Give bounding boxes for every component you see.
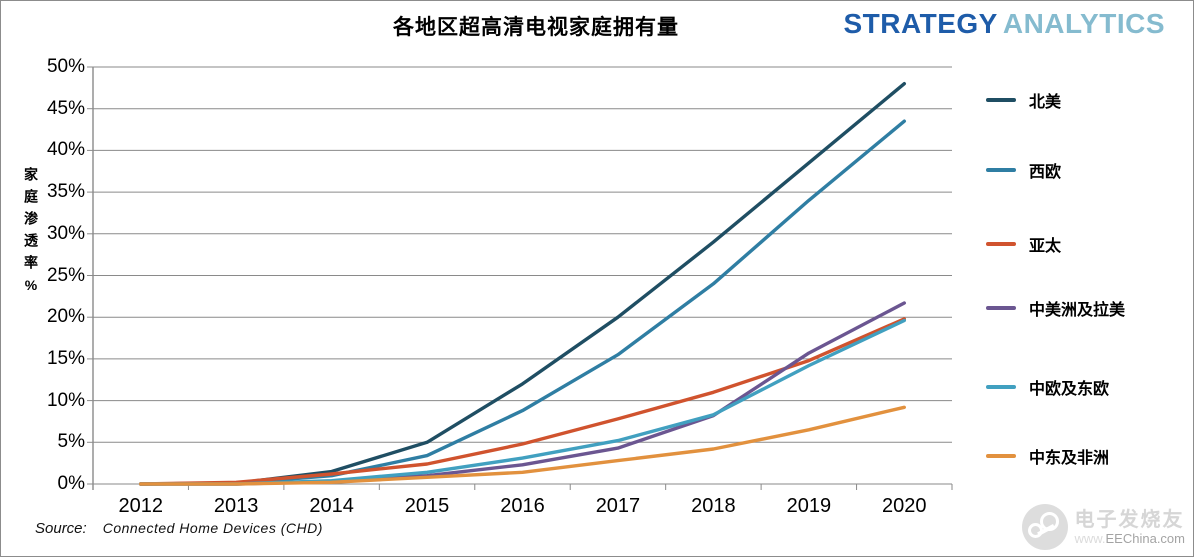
x-tick-label: 2020 (882, 495, 927, 517)
legend-swatch (986, 98, 1016, 102)
legend-label: 西欧 (1029, 164, 1062, 181)
source-row: Source: Connected Home Devices (CHD) (35, 520, 323, 537)
source-label: Source: (35, 520, 87, 537)
legend-item-3: 中美洲及拉美 (986, 296, 1125, 320)
legend-item-4: 中欧及东欧 (986, 375, 1109, 399)
x-tick-label: 2017 (595, 495, 641, 517)
legend-swatch (986, 385, 1016, 389)
legend-swatch (986, 168, 1016, 172)
y-tick-label: 35% (46, 181, 85, 203)
y-tick-label: 5% (57, 431, 85, 453)
series-line-0 (138, 81, 906, 486)
eechina-circuit-icon (1022, 504, 1069, 550)
watermark-url-text: www.EEChina.com (1074, 530, 1185, 546)
logo-text-strategy: STRATEGY (843, 8, 998, 39)
legend-label: 中东及非洲 (1029, 450, 1110, 467)
legend-item-2: 亚太 (986, 232, 1061, 256)
x-tick-label: 2019 (786, 495, 832, 517)
x-tick-label: 2013 (213, 495, 259, 517)
logo-text-analytics: ANALYTICS (1002, 8, 1165, 39)
chart-title: 各地区超高清电视家庭拥有量 (393, 16, 679, 39)
y-tick-label: 25% (46, 264, 85, 286)
legend-label: 中欧及东欧 (1029, 381, 1110, 398)
series-line-5 (138, 405, 906, 486)
y-tick-label: 50% (46, 56, 85, 77)
legend-label: 中美洲及拉美 (1029, 302, 1126, 319)
x-tick-label: 2012 (118, 495, 163, 517)
series-line-4 (138, 318, 906, 486)
legend-item-1: 西欧 (986, 158, 1061, 182)
y-tick-label: 0% (57, 473, 85, 494)
legend-swatch (986, 306, 1016, 310)
y-tick-label: 10% (46, 389, 85, 411)
source-text: Connected Home Devices (CHD) (102, 520, 323, 536)
eechina-watermark: 电子发烧友 www.EEChina.com (1022, 504, 1185, 550)
y-tick-label: 40% (46, 139, 85, 161)
y-axis-title: 家庭渗透率% (23, 167, 39, 301)
series-line-1 (138, 119, 906, 486)
y-tick-label: 30% (46, 222, 85, 244)
x-tick-label: 2018 (691, 495, 736, 517)
legend-item-0: 北美 (986, 88, 1061, 112)
strategy-analytics-logo: STRATEGY ANALYTICS (843, 8, 1165, 40)
x-tick-label: 2016 (500, 495, 545, 517)
legend-label: 亚太 (1029, 238, 1062, 255)
y-tick-label: 45% (46, 97, 85, 119)
series-line-2 (138, 317, 906, 486)
x-tick-label: 2014 (309, 495, 354, 517)
legend-label: 北美 (1029, 94, 1062, 111)
legend-item-5: 中东及非洲 (986, 444, 1109, 468)
watermark-brand-text: 电子发烧友 (1074, 508, 1185, 531)
legend-swatch (986, 242, 1016, 246)
legend-swatch (986, 454, 1016, 458)
x-tick-label: 2015 (404, 495, 450, 517)
y-tick-label: 20% (46, 306, 85, 328)
y-tick-label: 15% (46, 347, 85, 369)
